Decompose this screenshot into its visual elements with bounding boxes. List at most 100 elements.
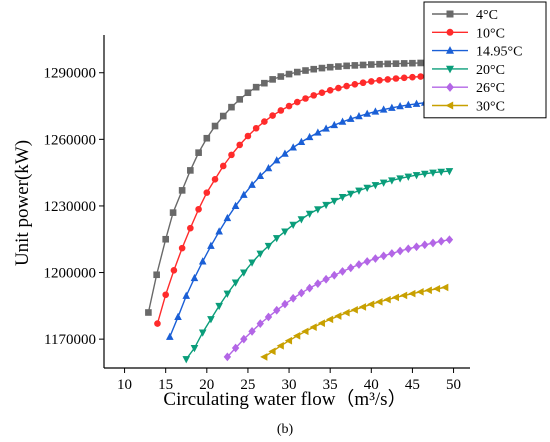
data-point	[305, 283, 314, 293]
x-tick-label: 10	[117, 377, 132, 393]
data-point	[240, 334, 248, 344]
data-point	[335, 84, 342, 92]
data-point	[236, 96, 244, 103]
data-point	[408, 289, 416, 298]
data-point	[325, 315, 334, 324]
data-point	[314, 206, 322, 214]
x-tick-label: 50	[446, 377, 461, 393]
data-point	[416, 288, 424, 296]
x-axis-title: Circulating water flow（m³/s）	[163, 388, 406, 410]
data-point	[409, 59, 416, 67]
data-point	[203, 189, 211, 196]
data-point	[231, 279, 240, 287]
data-point	[289, 221, 297, 230]
data-point	[153, 271, 160, 279]
data-point	[417, 59, 424, 67]
data-point	[289, 143, 297, 151]
data-point	[379, 105, 388, 113]
x-tick-label: 20	[199, 377, 214, 393]
data-point	[417, 73, 424, 80]
data-point	[384, 60, 392, 68]
y-axis-title: Unit power(kW)	[12, 140, 33, 266]
data-point	[437, 236, 445, 246]
data-point	[302, 67, 309, 74]
legend-marker	[445, 101, 454, 110]
data-point	[215, 302, 223, 311]
data-point	[248, 180, 256, 188]
y-tick-label: 1230000	[44, 199, 97, 215]
legend-label: 10°C	[476, 26, 505, 41]
series-line	[226, 238, 450, 358]
data-point	[244, 132, 252, 140]
data-point	[355, 260, 363, 269]
data-point	[231, 201, 240, 209]
data-point	[223, 213, 232, 222]
data-point	[334, 312, 342, 320]
legend-marker	[446, 82, 454, 92]
data-point	[384, 76, 392, 83]
data-point	[223, 290, 232, 298]
data-point	[371, 107, 380, 115]
data-point	[198, 329, 207, 337]
data-point	[281, 228, 289, 236]
series-0	[145, 59, 449, 316]
y-tick-label: 1170000	[44, 332, 96, 348]
data-point	[318, 89, 326, 97]
series-5	[260, 283, 449, 361]
data-point	[412, 242, 421, 252]
data-point	[391, 293, 399, 302]
data-point	[252, 83, 260, 91]
plot-area	[145, 59, 454, 364]
data-point	[203, 134, 211, 142]
data-point	[211, 176, 219, 183]
data-point	[223, 352, 232, 362]
data-point	[322, 274, 330, 284]
data-point	[392, 60, 400, 67]
data-point	[285, 102, 293, 110]
data-point	[166, 332, 174, 340]
data-point	[367, 300, 375, 309]
data-point	[429, 169, 437, 177]
data-point	[404, 173, 413, 181]
data-point	[368, 78, 375, 85]
data-point	[351, 62, 359, 69]
data-point	[182, 356, 191, 364]
legend-entry: 14.95°C	[432, 45, 522, 60]
data-point	[330, 120, 339, 129]
data-point	[343, 62, 350, 70]
data-point	[399, 291, 408, 300]
x-tick-label: 30	[282, 377, 297, 393]
data-point	[256, 250, 265, 258]
legend-marker	[446, 10, 454, 18]
data-point	[351, 80, 359, 88]
data-point	[358, 303, 367, 311]
data-point	[170, 267, 178, 274]
legend: 4°C 10°C 14.95°C 20°C 26°C 30°C	[423, 1, 547, 119]
data-point	[445, 168, 454, 176]
x-tick-label: 15	[158, 377, 173, 393]
data-point	[169, 209, 177, 216]
data-point	[281, 299, 289, 309]
data-point	[240, 190, 248, 198]
data-point	[310, 92, 318, 99]
data-point	[445, 235, 454, 245]
data-point	[343, 82, 350, 90]
data-point	[379, 179, 388, 187]
data-point	[347, 263, 355, 273]
x-tick-label: 25	[240, 377, 255, 393]
series-1	[154, 71, 449, 327]
data-point	[256, 319, 264, 328]
series-3	[182, 168, 454, 364]
data-point	[326, 63, 334, 71]
data-point	[421, 240, 429, 250]
legend-label: 30°C	[476, 100, 505, 115]
data-point	[302, 95, 309, 102]
data-point	[388, 249, 396, 258]
data-point	[368, 61, 375, 68]
data-point	[338, 117, 347, 125]
data-point	[322, 124, 330, 132]
data-point	[317, 319, 325, 327]
data-point	[289, 293, 297, 303]
data-point	[240, 269, 248, 277]
data-point	[281, 149, 289, 157]
